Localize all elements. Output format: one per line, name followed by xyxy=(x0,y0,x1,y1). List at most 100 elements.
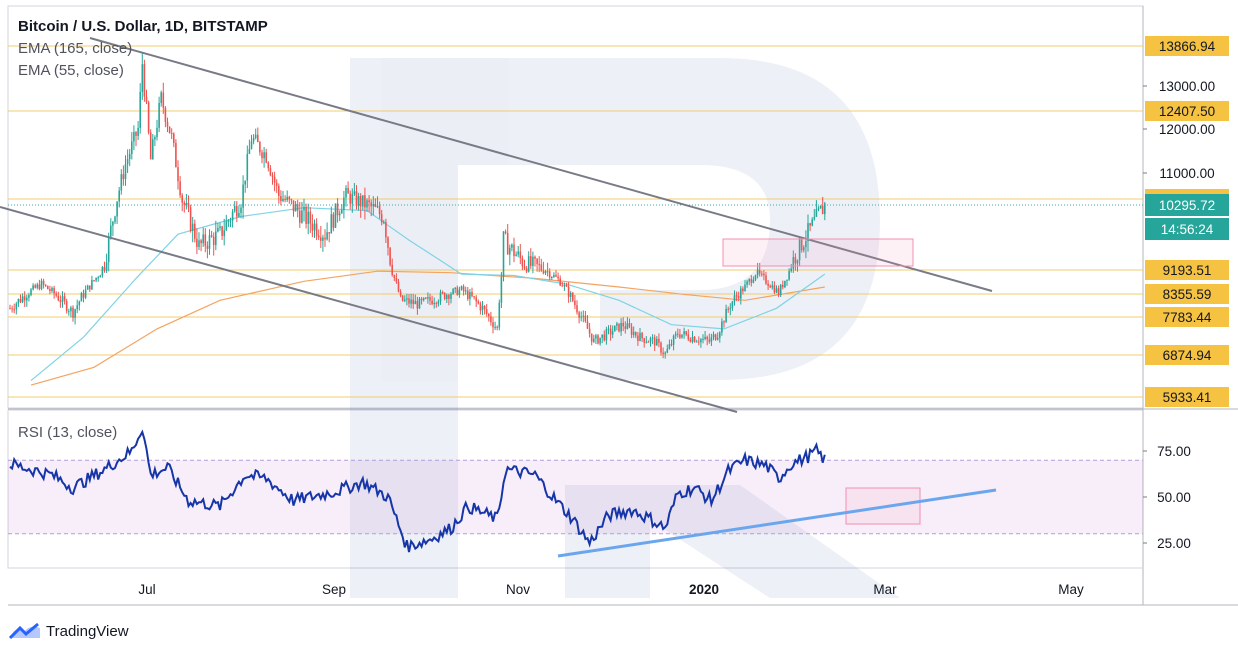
candle-body xyxy=(99,275,102,278)
candle-body xyxy=(49,289,51,291)
candle-body xyxy=(641,332,643,339)
candle-body xyxy=(479,303,482,311)
candle-body xyxy=(198,240,200,247)
candle-body xyxy=(78,301,81,306)
candle-body xyxy=(219,226,221,229)
candle-body xyxy=(469,292,471,299)
drawings[interactable] xyxy=(0,37,997,558)
candle-body xyxy=(546,271,549,273)
candle-body xyxy=(9,308,11,310)
candle-body xyxy=(61,296,64,303)
candle-body xyxy=(152,139,154,160)
candle-body xyxy=(11,308,13,310)
level-tag-bg-6 xyxy=(1145,260,1229,280)
candle-body xyxy=(578,312,580,318)
candle-body xyxy=(137,127,139,136)
rsi-band xyxy=(8,460,1143,534)
candle-body xyxy=(593,338,595,342)
candle-body xyxy=(702,338,704,340)
candle-body xyxy=(540,264,543,271)
ema-long-legend[interactable]: EMA (165, close) xyxy=(18,40,132,57)
candle-body xyxy=(28,295,30,298)
candle-body xyxy=(36,284,39,288)
ema-short-legend[interactable]: EMA (55, close) xyxy=(18,62,124,79)
candle-body xyxy=(299,210,301,223)
candle-body xyxy=(609,328,612,335)
x-tick-1: Sep xyxy=(322,582,346,597)
candle-body xyxy=(303,206,305,211)
rsi-background xyxy=(8,459,1143,535)
candle-body xyxy=(590,333,593,342)
candle-body xyxy=(63,296,66,301)
candle-body xyxy=(553,274,555,277)
candle-body xyxy=(737,295,740,299)
candle-body xyxy=(693,336,696,342)
candle-body xyxy=(313,223,316,231)
candle-body xyxy=(700,339,702,343)
candle-body xyxy=(670,344,673,346)
candle-body xyxy=(301,210,303,223)
candle-body xyxy=(263,152,265,159)
candle-body xyxy=(672,335,675,345)
candle-body xyxy=(38,284,41,290)
last-price-bg xyxy=(1145,194,1229,216)
candle-body xyxy=(359,195,362,207)
candle-body xyxy=(683,331,685,335)
level-tag-bg-7 xyxy=(1145,284,1229,304)
candle-body xyxy=(635,331,637,336)
candle-body xyxy=(639,332,641,341)
tradingview-brand: TradingView xyxy=(46,622,129,640)
ema-lines xyxy=(30,207,826,386)
candle-body xyxy=(221,226,223,236)
channel-lower-line xyxy=(0,206,738,413)
candle-body xyxy=(259,142,261,153)
candle-body xyxy=(813,216,816,220)
candle-body xyxy=(93,280,95,282)
candle-body xyxy=(649,338,652,342)
candle-body xyxy=(435,302,438,304)
candle-body xyxy=(278,185,280,197)
candle-body xyxy=(807,223,809,242)
pane-grid xyxy=(7,5,1238,606)
candle-body xyxy=(651,337,654,339)
candle-body xyxy=(767,283,769,286)
candle-body xyxy=(294,204,297,212)
candle-body xyxy=(126,159,129,165)
candle-body xyxy=(664,352,666,354)
candle-body xyxy=(89,285,91,290)
candle-body xyxy=(805,241,807,248)
level-tag-bg-10 xyxy=(1145,387,1229,407)
candle-body xyxy=(395,277,398,282)
candle-body xyxy=(34,285,36,288)
candle-body xyxy=(267,162,270,169)
level-tag-7: 8355.59 xyxy=(1163,287,1212,302)
candle-body xyxy=(370,202,372,207)
candle-body xyxy=(204,234,207,246)
candle-body xyxy=(425,297,427,299)
candles xyxy=(9,53,826,359)
candle-body xyxy=(110,225,112,237)
candle-body xyxy=(624,326,627,329)
level-tag-2: 12407.50 xyxy=(1159,104,1215,119)
candle-body xyxy=(488,313,490,317)
tradingview-footer[interactable]: TradingView xyxy=(8,618,129,644)
candle-body xyxy=(246,153,249,181)
rsi-legend[interactable]: RSI (13, close) xyxy=(18,424,117,441)
candle-body xyxy=(257,134,259,143)
rsi-support-line xyxy=(557,488,997,558)
candle-body xyxy=(490,316,492,323)
candle-body xyxy=(416,301,419,309)
candle-body xyxy=(47,285,49,290)
candle-body xyxy=(191,223,194,231)
candle-body xyxy=(582,315,585,317)
candle-body xyxy=(345,188,347,198)
candle-body xyxy=(689,339,692,342)
candle-body xyxy=(773,285,776,293)
candle-body xyxy=(519,251,522,259)
candle-body xyxy=(454,287,456,289)
candle-body xyxy=(338,213,341,216)
candle-body xyxy=(236,206,238,217)
candle-body xyxy=(740,288,742,299)
candle-body xyxy=(248,148,251,154)
